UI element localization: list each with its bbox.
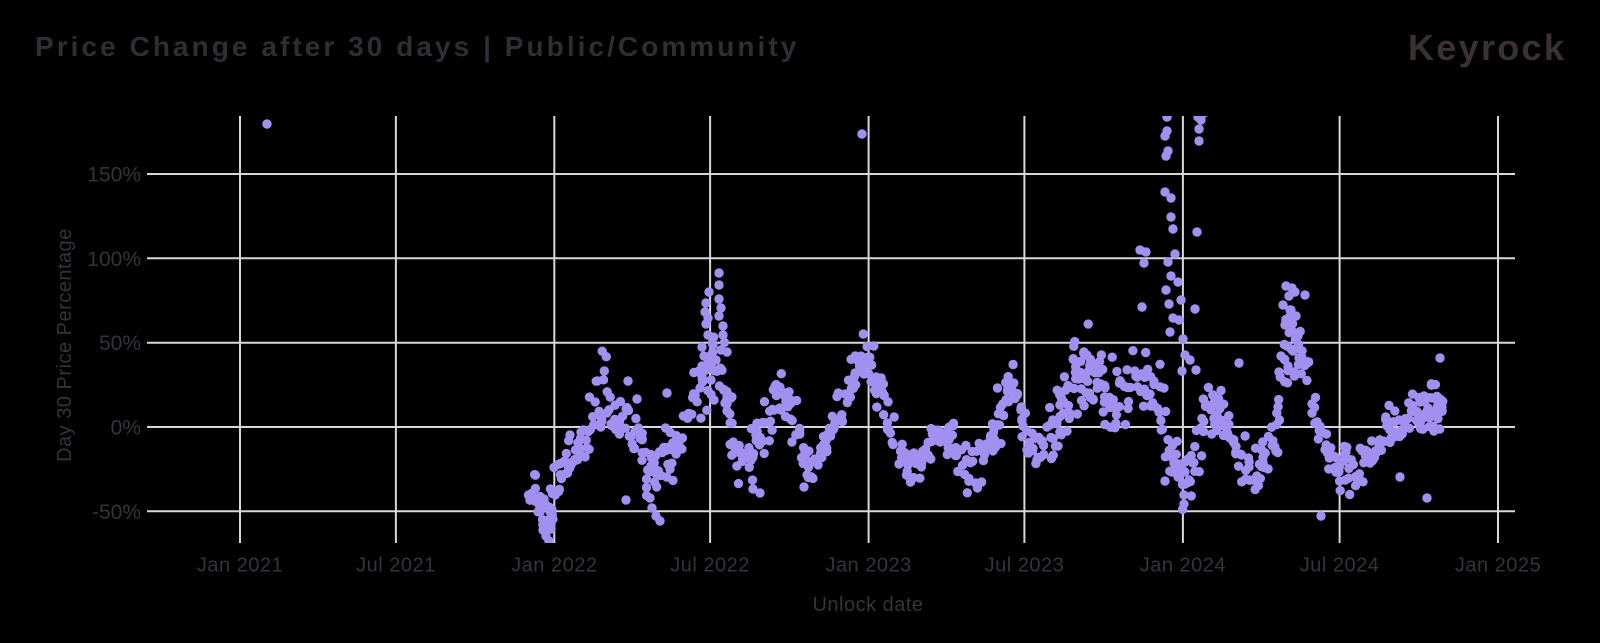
svg-text:Jan 2023: Jan 2023: [825, 555, 911, 577]
svg-text:-50%: -50%: [92, 501, 141, 524]
svg-text:Day 30 Price Percentage: Day 30 Price Percentage: [54, 228, 76, 462]
svg-text:Jan 2022: Jan 2022: [511, 555, 597, 577]
svg-text:Jul 2024: Jul 2024: [1300, 555, 1380, 577]
svg-text:Jan 2021: Jan 2021: [197, 555, 283, 577]
svg-text:100%: 100%: [87, 248, 141, 271]
svg-text:Jul 2022: Jul 2022: [670, 555, 750, 577]
svg-text:Jan 2025: Jan 2025: [1455, 555, 1541, 577]
svg-text:Jul 2023: Jul 2023: [985, 555, 1065, 577]
svg-text:Jan 2024: Jan 2024: [1140, 555, 1226, 577]
svg-text:50%: 50%: [99, 332, 141, 355]
svg-text:Unlock date: Unlock date: [812, 594, 923, 616]
svg-text:Jul 2021: Jul 2021: [356, 555, 436, 577]
svg-text:150%: 150%: [87, 164, 141, 187]
svg-text:0%: 0%: [111, 417, 141, 440]
